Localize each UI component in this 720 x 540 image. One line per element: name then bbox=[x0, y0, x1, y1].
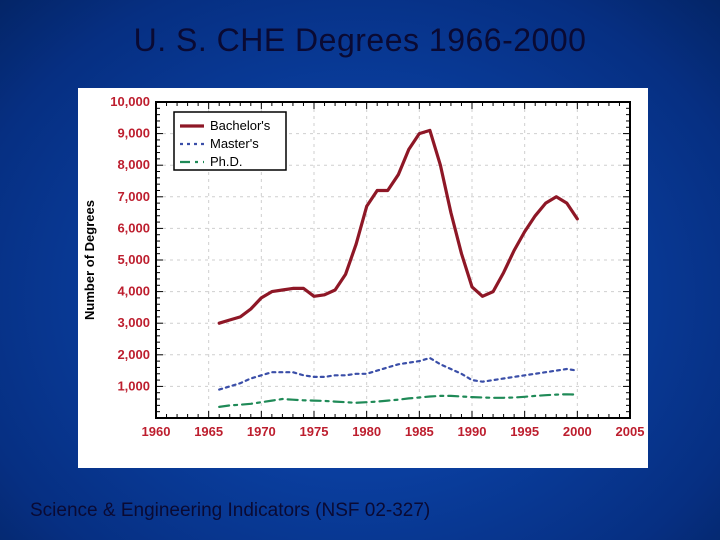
svg-text:3,000: 3,000 bbox=[117, 315, 150, 330]
svg-text:2005: 2005 bbox=[616, 424, 645, 439]
svg-text:1970: 1970 bbox=[247, 424, 276, 439]
chart-panel: 1,000 2,000 3,000 4,000 5,000 6,000 7,000 8,000… bbox=[78, 88, 648, 468]
svg-text:10,000: 10,000 bbox=[110, 94, 150, 109]
svg-text:7,000: 7,000 bbox=[117, 189, 150, 204]
svg-text:5,000: 5,000 bbox=[117, 252, 150, 267]
svg-text:2000: 2000 bbox=[563, 424, 592, 439]
line-chart: 1,000 2,000 3,000 4,000 5,000 6,000 7,000 8,000… bbox=[78, 88, 648, 468]
svg-text:1990: 1990 bbox=[458, 424, 487, 439]
svg-text:1,000: 1,000 bbox=[117, 378, 150, 393]
svg-text:6,000: 6,000 bbox=[117, 220, 150, 235]
svg-text:Master's: Master's bbox=[210, 136, 259, 151]
svg-text:8,000: 8,000 bbox=[117, 157, 150, 172]
svg-text:Number of Degrees: Number of Degrees bbox=[82, 200, 97, 320]
svg-text:Bachelor's: Bachelor's bbox=[210, 118, 271, 133]
source-footnote: Science & Engineering Indicators (NSF 02… bbox=[30, 500, 430, 522]
svg-text:1980: 1980 bbox=[352, 424, 381, 439]
svg-text:2,000: 2,000 bbox=[117, 347, 150, 362]
svg-text:1995: 1995 bbox=[510, 424, 539, 439]
svg-text:1975: 1975 bbox=[300, 424, 329, 439]
svg-text:1965: 1965 bbox=[194, 424, 223, 439]
svg-text:1985: 1985 bbox=[405, 424, 434, 439]
svg-text:9,000: 9,000 bbox=[117, 126, 150, 141]
slide: U. S. CHE Degrees 1966-2000 1,000 2,000 3,… bbox=[0, 0, 720, 540]
slide-title: U. S. CHE Degrees 1966-2000 bbox=[0, 22, 720, 59]
svg-text:Ph.D.: Ph.D. bbox=[210, 154, 243, 169]
svg-text:4,000: 4,000 bbox=[117, 284, 150, 299]
svg-text:1960: 1960 bbox=[142, 424, 171, 439]
